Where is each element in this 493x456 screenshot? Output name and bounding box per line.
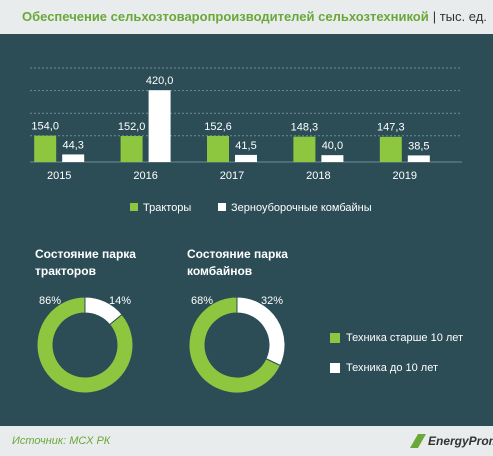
unit: | тыс. ед. (433, 9, 487, 24)
grid (30, 67, 462, 137)
donut-slice (84, 296, 123, 326)
logo: EnergyProm (428, 434, 493, 448)
value-label: 420,0 (146, 75, 174, 87)
value-label: 152,6 (204, 121, 232, 133)
value-label: 38,5 (408, 140, 429, 152)
bar (148, 90, 171, 162)
slice-label: 86% (39, 295, 61, 307)
bar (321, 155, 344, 162)
value-label: 152,0 (118, 121, 146, 133)
footer (0, 426, 493, 456)
x-tick-label: 2016 (133, 170, 157, 182)
donut-slice (188, 296, 282, 394)
title-text: Обеспечение сельхозтоваропроизводителей … (22, 9, 429, 24)
bar (207, 135, 229, 162)
title: Обеспечение сельхозтоваропроизводителей … (22, 9, 487, 24)
value-label: 148,3 (291, 122, 319, 134)
header (0, 0, 493, 34)
legend-label: Техника до 10 лет (346, 362, 438, 374)
x-tick-label: 2019 (393, 170, 417, 182)
x-tick-label: 2018 (306, 170, 330, 182)
x-tick-label: 2015 (47, 170, 71, 182)
pie-title: тракторов (35, 264, 96, 278)
value-label: 147,3 (377, 122, 405, 134)
legend-label: Техника старше 10 лет (346, 332, 463, 344)
bar (120, 136, 143, 162)
pie-title: Состояние парка (35, 247, 136, 261)
bar (62, 154, 85, 162)
value-label: 44,3 (62, 139, 83, 151)
donut-slice (36, 296, 134, 394)
x-tick-label: 2017 (220, 170, 244, 182)
legend-swatch (218, 203, 226, 211)
legend-swatch (330, 333, 340, 343)
bar (34, 135, 57, 162)
bar (407, 155, 430, 162)
bar (379, 136, 402, 162)
legend-swatch (130, 203, 138, 211)
legend-label: Тракторы (143, 202, 191, 214)
logo-icon (410, 434, 426, 448)
value-label: 40,0 (322, 140, 343, 152)
legend-swatch (330, 363, 340, 373)
source: Источник: МСХ РК (12, 435, 111, 447)
bar (293, 136, 316, 162)
slice-label: 32% (261, 295, 283, 307)
legend-label: Зерноуборочные комбайны (231, 202, 372, 214)
value-label: 154,0 (31, 121, 59, 133)
slice-label: 14% (109, 295, 131, 307)
pie-title: Состояние парка (187, 247, 288, 261)
slice-label: 68% (191, 295, 213, 307)
donut-slice (236, 296, 286, 367)
pie-title: комбайнов (187, 264, 252, 278)
value-label: 41,5 (235, 140, 256, 152)
bar (235, 154, 257, 162)
